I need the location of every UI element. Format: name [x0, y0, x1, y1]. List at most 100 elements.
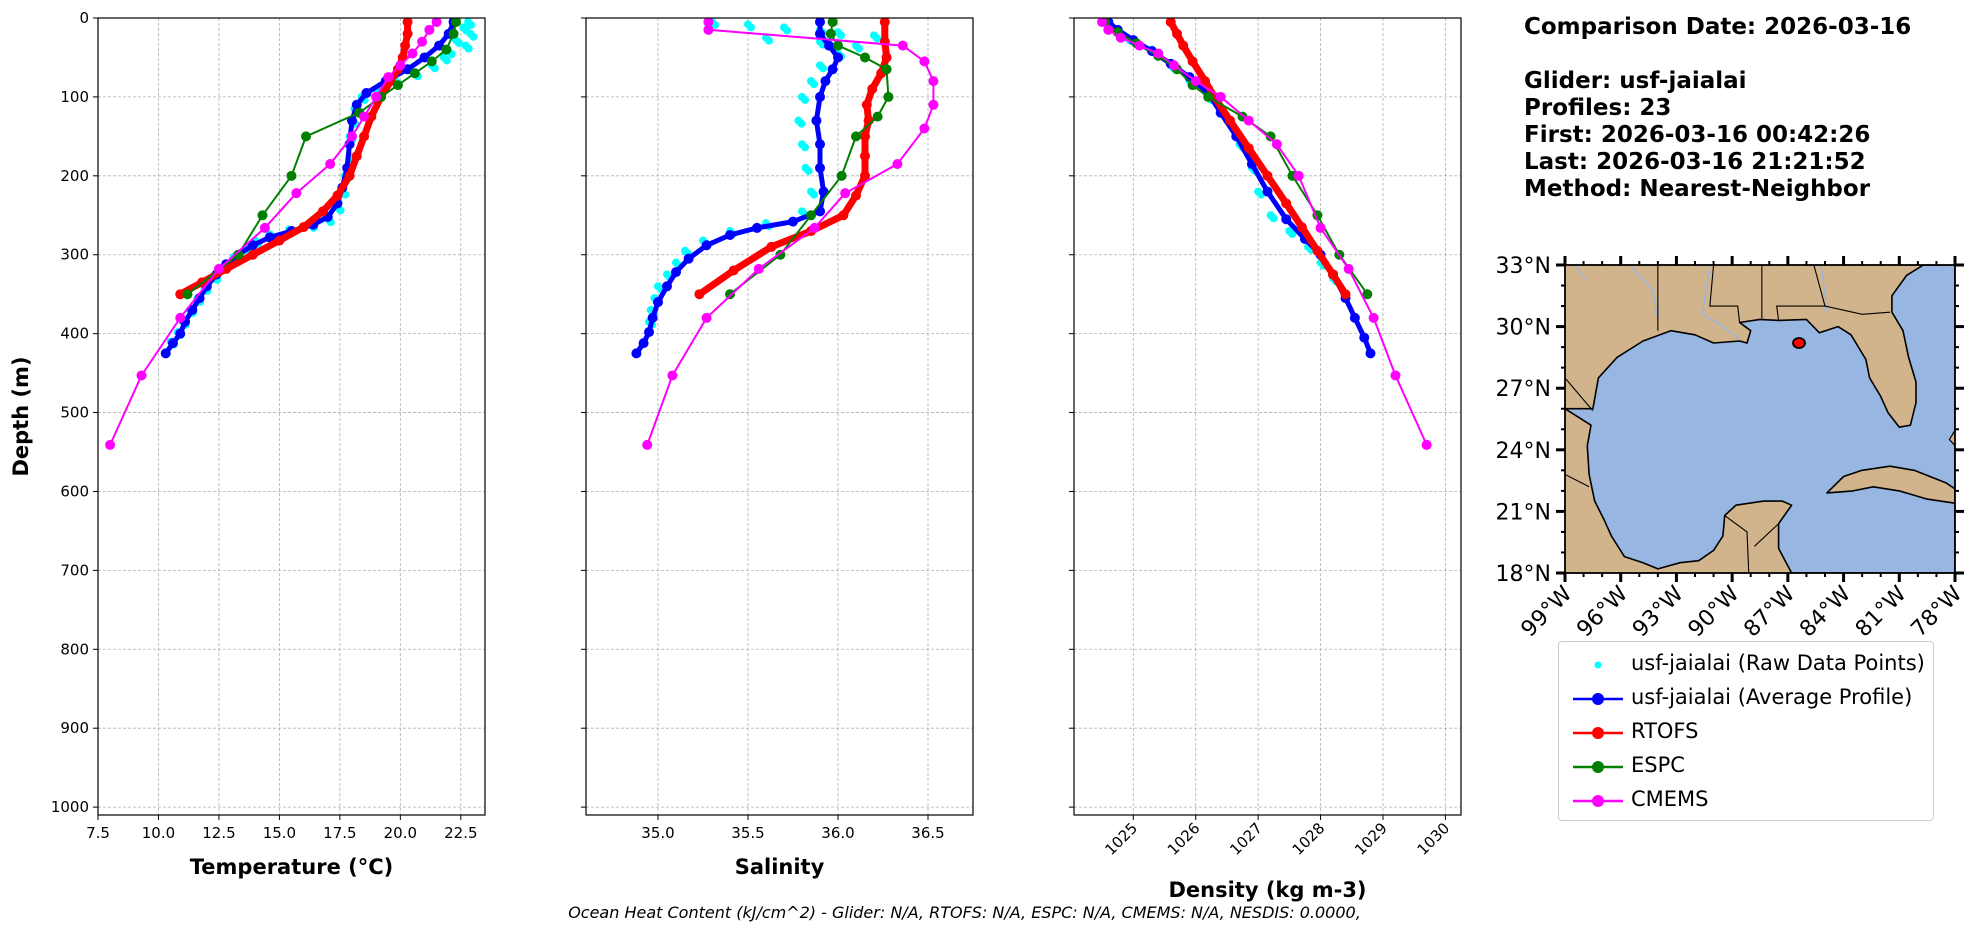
- usf-jaialai-average-profile-marker: [160, 348, 171, 359]
- espc-marker: [392, 80, 403, 91]
- lon-tick-label: 93°W: [1628, 581, 1689, 642]
- lon-tick-label: 90°W: [1684, 581, 1745, 642]
- cmems-marker: [1271, 139, 1282, 150]
- legend-item: usf-jaialai (Average Profile): [1559, 682, 1933, 716]
- lat-tick-label: 21°N: [1496, 500, 1551, 525]
- espc-marker: [448, 28, 459, 39]
- cmems-marker: [136, 370, 147, 381]
- rtofs-line: [178, 21, 412, 298]
- raw-point: [837, 31, 845, 40]
- cmems-marker: [1190, 76, 1201, 87]
- espc-marker: [441, 44, 452, 55]
- cmems-marker: [1390, 370, 1401, 381]
- series-group: [1097, 18, 1432, 450]
- cmems-marker: [1103, 24, 1114, 35]
- raw-point: [873, 34, 881, 43]
- y-tick-label: 500: [60, 404, 89, 422]
- usf-jaialai-average-profile-marker: [1359, 332, 1370, 343]
- raw-point: [804, 166, 813, 175]
- rtofs-marker: [274, 235, 285, 246]
- legend-marker: [1592, 795, 1604, 807]
- espc-line: [1104, 21, 1369, 295]
- espc-marker: [257, 210, 268, 221]
- map-frame: [1564, 264, 1956, 574]
- usf-jaialai-average-profile-marker: [833, 52, 843, 63]
- lon-tick-label: 81°W: [1851, 581, 1912, 642]
- y-tick-label: 600: [60, 482, 89, 500]
- x-axis-label: Temperature (°C): [190, 855, 393, 879]
- cmems-marker: [1115, 32, 1126, 43]
- espc-marker: [450, 18, 461, 27]
- ocean-area: [1565, 265, 1955, 573]
- last-time: Last: 2026-03-16 21:21:52: [1524, 149, 1866, 175]
- usf-jaialai-average-profile-marker: [671, 267, 681, 278]
- x-tick-label: 15.0: [263, 824, 296, 842]
- cmems-marker: [431, 18, 442, 27]
- cmems-marker: [809, 222, 820, 233]
- legend-item: usf-jaialai (Raw Data Points): [1559, 648, 1933, 682]
- legend: usf-jaialai (Raw Data Points) usf-jaialai…: [1558, 641, 1934, 821]
- usf-jaialai-average-profile-marker: [683, 253, 694, 264]
- cmems-marker: [1368, 312, 1379, 323]
- cmems-marker: [928, 76, 939, 87]
- cmems-marker: [105, 439, 116, 450]
- x-tick-label: 36.5: [911, 824, 944, 842]
- cuba-island: [1826, 465, 1955, 505]
- legend-marker: [1594, 661, 1602, 669]
- cmems-marker: [1097, 18, 1108, 27]
- legend-item: ESPC: [1559, 750, 1933, 784]
- usf-jaialai-average-profile-marker: [653, 297, 663, 308]
- espc-marker: [836, 170, 847, 181]
- lat-tick-label: 33°N: [1496, 254, 1551, 279]
- border-line: [1724, 515, 1750, 573]
- rtofs-marker: [1178, 40, 1189, 51]
- lat-tick-label: 30°N: [1496, 316, 1551, 341]
- rtofs-marker: [1262, 170, 1273, 181]
- rtofs-marker: [881, 52, 892, 63]
- x-tick-label: 20.0: [384, 824, 417, 842]
- raw-point: [469, 32, 478, 41]
- cmems-marker: [667, 370, 678, 381]
- usf-jaialai-average-profile-marker: [818, 186, 829, 197]
- panel-1: 0 100 200 300 400 500 600 700 800 900 1000 7.5 10.0 1…: [9, 9, 486, 879]
- series-group: [631, 18, 939, 450]
- espc-marker: [286, 170, 297, 181]
- espc-marker: [833, 40, 843, 51]
- rtofs-marker: [317, 206, 328, 217]
- cmems-marker: [259, 222, 270, 233]
- espc-marker: [233, 249, 244, 260]
- cmems-marker: [407, 48, 418, 59]
- rtofs-marker: [1281, 198, 1292, 209]
- cmems-marker: [928, 99, 939, 110]
- cmems-marker: [1168, 60, 1179, 71]
- espc-marker: [301, 131, 312, 142]
- legend-label: ESPC: [1631, 753, 1685, 777]
- glider-name: Glider: usf-jaialai: [1524, 68, 1747, 94]
- raw-point: [797, 119, 806, 128]
- cmems-marker: [291, 188, 302, 199]
- x-tick-label: 7.5: [86, 824, 110, 842]
- x-axis-label: Density (kg m-3): [1168, 878, 1366, 902]
- rtofs-marker: [1171, 28, 1182, 39]
- cmems-marker: [383, 72, 394, 83]
- cmems-marker: [175, 312, 186, 323]
- rtofs-marker: [332, 190, 343, 201]
- cmems-marker: [359, 111, 370, 122]
- x-tick-label: 1028: [1289, 819, 1329, 859]
- rtofs-marker: [860, 170, 870, 181]
- cmems-marker: [325, 158, 336, 169]
- rtofs-marker: [402, 18, 413, 27]
- cmems-marker: [840, 188, 851, 199]
- lat-tick-label: 27°N: [1496, 377, 1551, 402]
- y-tick-label: 200: [60, 167, 89, 185]
- usf-jaialai-average-profile-marker: [264, 232, 275, 243]
- cmems-marker: [753, 263, 764, 274]
- espc-marker: [881, 64, 892, 75]
- usf-jaialai-average-profile-marker: [631, 348, 642, 359]
- rtofs-marker: [861, 99, 872, 110]
- glider-location-marker: [1792, 337, 1806, 349]
- rtofs-marker: [1243, 143, 1254, 154]
- cmems-marker: [1343, 263, 1354, 274]
- legend-key: [1573, 761, 1623, 773]
- rtofs-marker: [1200, 76, 1211, 87]
